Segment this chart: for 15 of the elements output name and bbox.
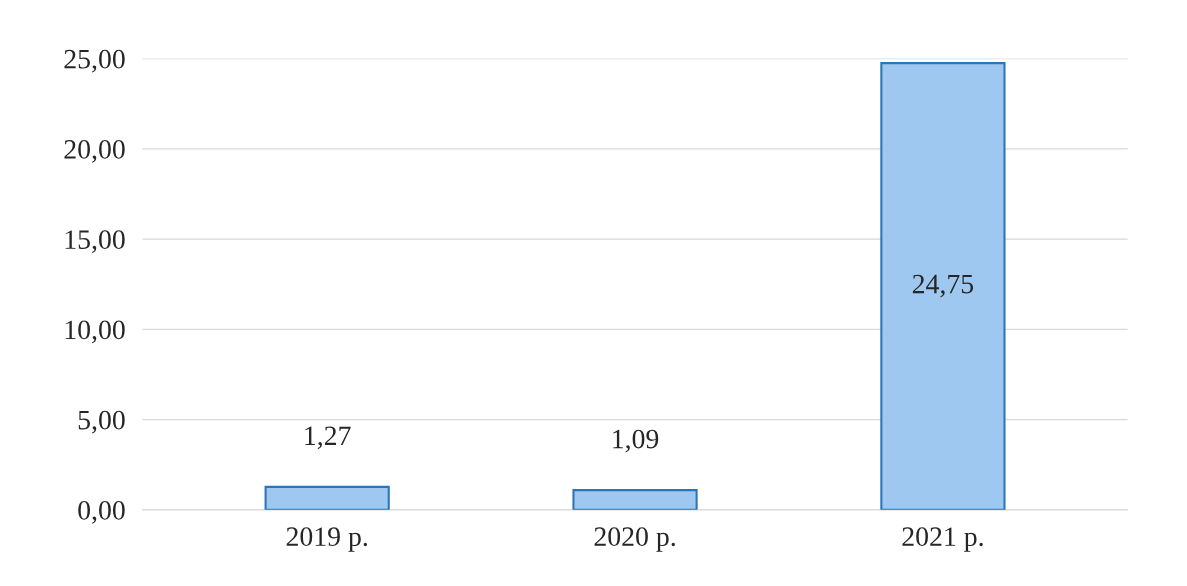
y-tick-label: 15,00 <box>65 230 125 253</box>
bar <box>264 485 390 510</box>
y-tick-label: 25,00 <box>64 49 125 73</box>
y-tick-label: 20,00 <box>64 140 125 163</box>
bar <box>880 62 1006 510</box>
y-tick-label: 10,00 <box>65 320 125 344</box>
x-tick-label: 2021 р. <box>902 527 983 552</box>
x-tick-label: 2020 р. <box>594 527 675 552</box>
x-tick-label: 2019 р. <box>286 527 367 552</box>
bar <box>572 489 698 510</box>
y-tick-label: 0,00 <box>78 500 125 524</box>
data-label: 1,27 <box>305 426 351 450</box>
data-label: 1,09 <box>613 429 659 453</box>
data-label: 24,75 <box>912 274 974 298</box>
y-tick-label: 5,00 <box>78 410 125 434</box>
